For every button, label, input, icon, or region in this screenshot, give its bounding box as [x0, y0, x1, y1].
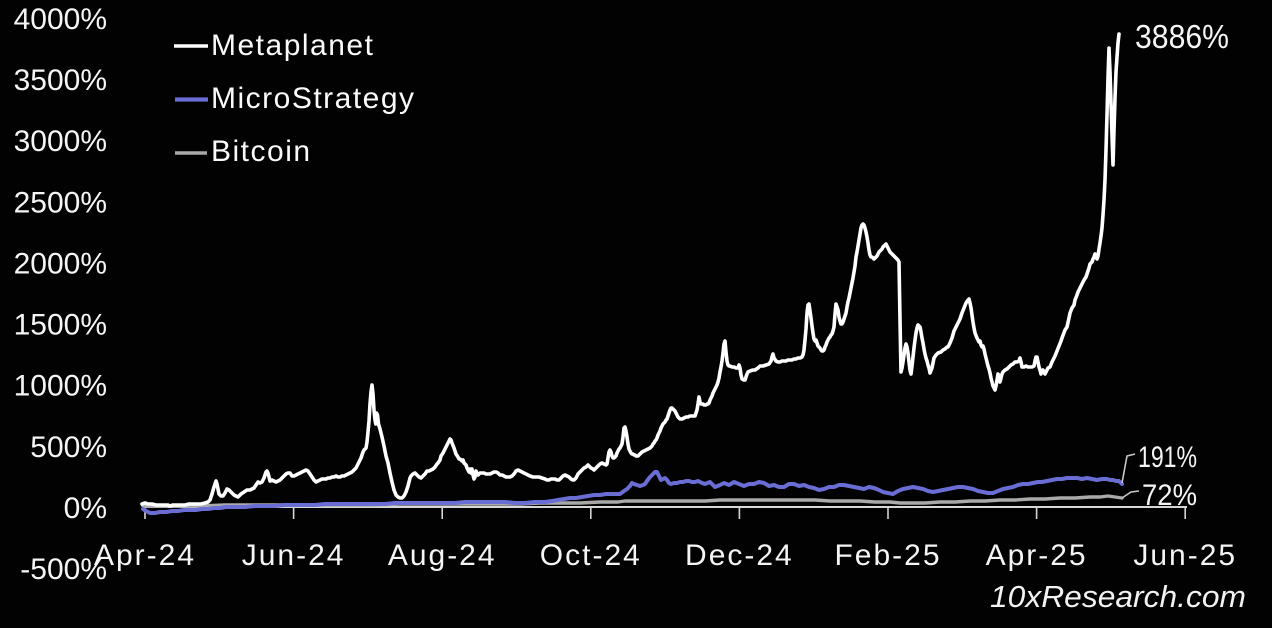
svg-text:191%: 191%: [1138, 441, 1197, 474]
svg-text:1000%: 1000%: [14, 370, 107, 403]
svg-text:Bitcoin: Bitcoin: [211, 135, 312, 168]
svg-text:Oct-24: Oct-24: [540, 539, 642, 572]
svg-text:3886%: 3886%: [1135, 18, 1229, 55]
svg-text:1500%: 1500%: [14, 309, 107, 342]
svg-text:MicroStrategy: MicroStrategy: [211, 82, 416, 115]
svg-text:-500%: -500%: [20, 553, 107, 586]
svg-text:3500%: 3500%: [14, 64, 107, 97]
svg-text:Dec-24: Dec-24: [685, 539, 794, 572]
svg-text:2000%: 2000%: [14, 247, 107, 280]
svg-text:0%: 0%: [64, 492, 107, 525]
svg-text:2500%: 2500%: [14, 186, 107, 219]
svg-text:Jun-25: Jun-25: [1133, 539, 1237, 572]
svg-text:Aug-24: Aug-24: [388, 539, 497, 572]
svg-text:4000%: 4000%: [14, 3, 107, 36]
svg-text:Apr-24: Apr-24: [94, 539, 196, 572]
svg-text:Jun-24: Jun-24: [242, 539, 346, 572]
svg-text:Metaplanet: Metaplanet: [211, 29, 374, 62]
svg-text:Apr-25: Apr-25: [986, 539, 1088, 572]
svg-text:500%: 500%: [30, 431, 107, 464]
svg-text:3000%: 3000%: [14, 125, 107, 158]
svg-text:Feb-25: Feb-25: [834, 539, 941, 572]
svg-text:10xResearch.com: 10xResearch.com: [990, 579, 1246, 614]
svg-text:72%: 72%: [1142, 479, 1197, 512]
